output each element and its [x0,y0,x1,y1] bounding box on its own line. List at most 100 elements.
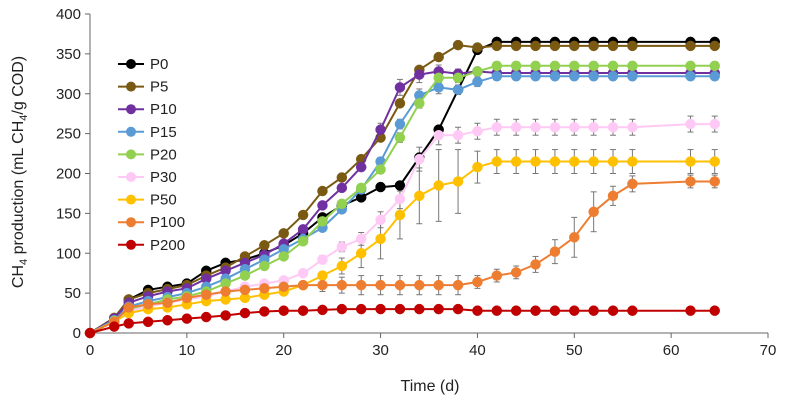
data-point [336,241,348,253]
data-point [607,190,619,202]
data-point [709,60,720,72]
data-point [530,60,541,72]
series-p200 [84,303,720,339]
data-point [510,267,522,278]
x-tick-label: 20 [275,342,292,359]
data-point [530,259,541,270]
data-point [452,84,464,96]
data-point [607,60,619,72]
data-point [588,305,599,316]
x-axis-label: Time (d) [401,378,460,395]
data-point [259,283,270,294]
data-point [685,40,696,52]
data-point [142,299,154,310]
data-point [317,270,328,281]
data-point [123,318,134,329]
y-tick-label: 100 [56,245,81,262]
data-point [607,305,619,316]
data-point [685,305,696,316]
data-point [433,51,444,63]
data-point [607,156,619,167]
data-point [200,289,212,300]
data-point [627,60,638,72]
data-point [549,121,561,133]
data-point [433,180,444,191]
data-point [627,305,638,316]
data-point [569,60,580,72]
data-point [607,70,619,82]
data-point [220,286,231,297]
data-point [491,60,503,72]
data-point [355,248,367,259]
data-point [549,156,561,167]
data-point [588,206,599,218]
data-point [433,129,444,141]
data-point [414,279,425,291]
legend-marker [126,194,136,205]
data-point [375,181,386,193]
data-point [588,40,599,52]
x-tick-label: 50 [566,342,583,359]
data-point [375,279,386,291]
data-point [355,161,367,173]
data-point [452,129,464,141]
data-point [472,161,483,173]
legend-label: P200 [150,237,185,254]
data-point [452,72,464,84]
data-point [336,172,348,183]
data-point [709,70,720,82]
data-point [627,70,638,82]
data-point [452,176,464,187]
y-axis-label-part: CH [10,265,27,288]
y-tick-label: 350 [56,46,81,63]
legend-marker [126,126,136,137]
data-point [491,121,503,133]
data-point [317,185,328,197]
data-point [108,321,120,332]
data-point [491,156,503,167]
legend-marker [126,239,136,250]
data-point [685,70,696,82]
data-point [278,305,289,316]
data-point [510,70,522,82]
data-point [569,156,580,167]
data-point [355,303,367,315]
legend-label: P100 [150,214,185,231]
data-point [607,121,619,133]
data-point [297,236,309,247]
data-point [355,182,367,194]
data-point [162,297,173,308]
data-point [394,82,406,93]
data-point [588,60,599,72]
data-point [317,254,328,265]
legend-item: P0 [118,56,168,73]
data-point [123,302,134,313]
data-point [394,209,406,221]
data-point [375,124,386,135]
data-point [394,118,406,130]
data-point [278,281,289,292]
data-point [510,60,522,72]
data-point [336,182,348,194]
data-point [510,40,522,52]
data-point [336,303,348,315]
y-axis-label-part: 4 [18,115,30,121]
legend-label: P50 [150,192,177,209]
data-point [355,233,367,245]
data-point [530,121,541,133]
data-point [709,305,720,316]
data-point [510,305,522,316]
data-point [491,40,503,52]
legend-label: P10 [150,101,177,118]
data-point [375,233,386,245]
data-point [394,132,406,143]
data-point [569,232,580,243]
data-point [549,305,561,316]
legend-marker [126,217,136,228]
data-point [627,178,638,190]
data-point [239,284,251,296]
data-point [297,209,309,221]
data-point [297,224,309,235]
data-point [472,66,483,77]
data-point [336,198,348,210]
